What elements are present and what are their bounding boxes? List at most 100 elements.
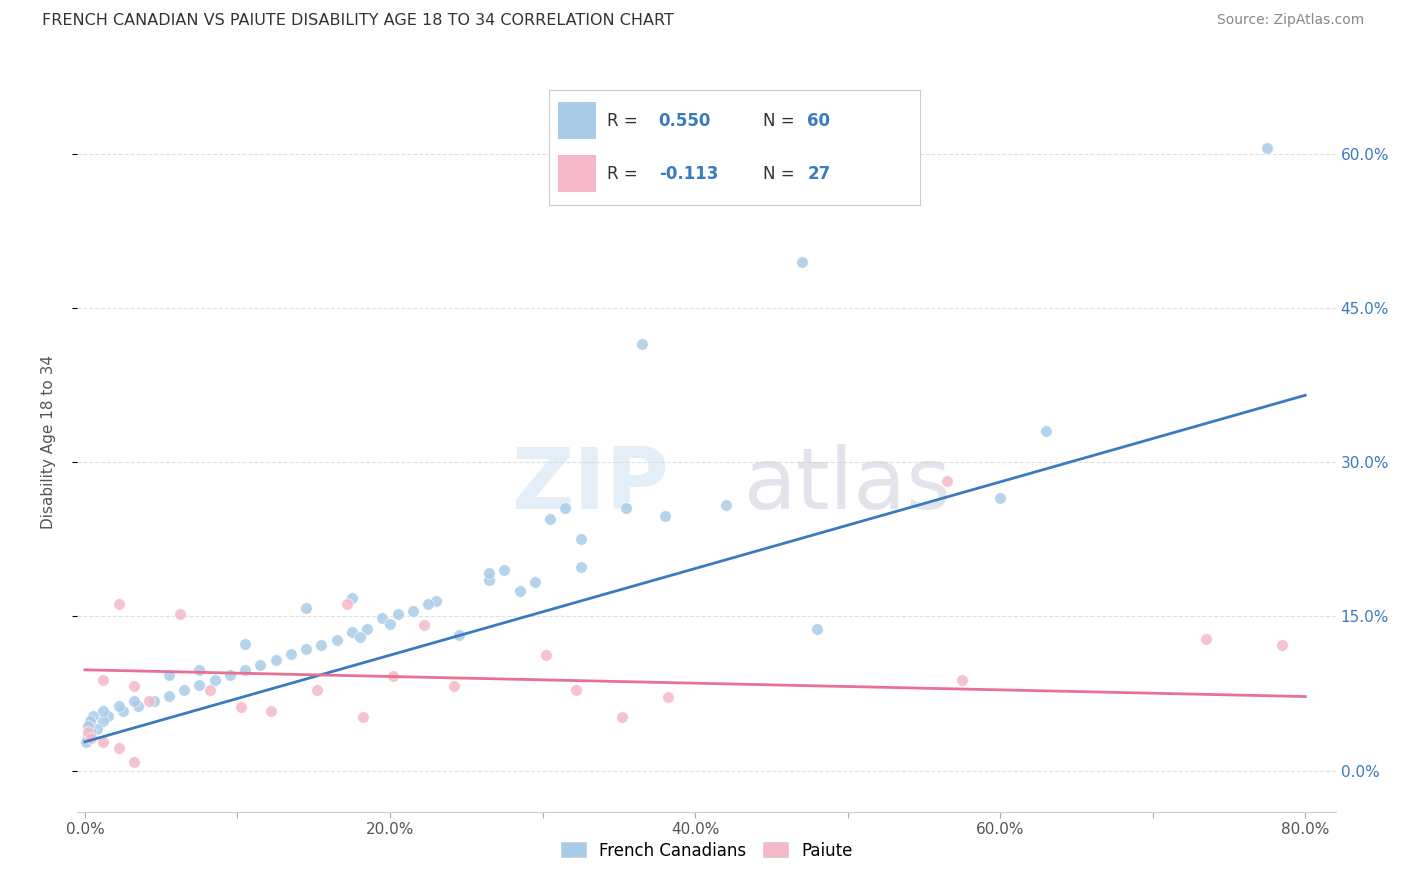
Paiute [80, 731, 103, 745]
French Canadians [157, 689, 180, 703]
Paiute [169, 607, 191, 622]
French Canadians [714, 498, 737, 512]
French Canadians [233, 663, 256, 677]
French Canadians [478, 566, 501, 581]
Bar [558, 155, 596, 192]
Text: 0.550: 0.550 [659, 112, 711, 130]
Paiute [107, 741, 129, 756]
French Canadians [402, 604, 425, 618]
Paiute [198, 683, 221, 698]
French Canadians [204, 673, 226, 687]
Paiute [565, 683, 588, 698]
Paiute [305, 683, 328, 698]
Legend: French Canadians, Paiute: French Canadians, Paiute [554, 835, 859, 866]
French Canadians [295, 642, 318, 657]
Text: 60: 60 [807, 112, 830, 130]
French Canadians [790, 254, 813, 268]
Text: -0.113: -0.113 [659, 165, 718, 183]
Paiute [91, 735, 114, 749]
French Canadians [616, 501, 638, 516]
French Canadians [538, 511, 561, 525]
French Canadians [806, 622, 828, 636]
Paiute [657, 690, 679, 704]
French Canadians [157, 668, 180, 682]
French Canadians [218, 668, 240, 682]
French Canadians [79, 714, 101, 729]
French Canadians [80, 724, 103, 739]
Paiute [138, 694, 160, 708]
French Canadians [97, 709, 120, 723]
French Canadians [509, 583, 531, 598]
French Canadians [554, 501, 576, 516]
Bar [558, 103, 596, 139]
Text: R =: R = [607, 112, 643, 130]
French Canadians [142, 694, 165, 708]
Text: R =: R = [607, 165, 643, 183]
Paiute [352, 710, 374, 724]
French Canadians [82, 709, 104, 723]
French Canadians [325, 632, 347, 647]
Paiute [412, 617, 434, 632]
Paiute [122, 756, 145, 770]
Text: atlas: atlas [744, 444, 952, 527]
French Canadians [349, 630, 371, 644]
Text: ZIP: ZIP [510, 444, 669, 527]
Text: N =: N = [762, 112, 800, 130]
Text: Source: ZipAtlas.com: Source: ZipAtlas.com [1216, 13, 1364, 28]
French Canadians [988, 491, 1011, 505]
French Canadians [371, 611, 394, 625]
French Canadians [264, 652, 287, 666]
French Canadians [387, 607, 409, 622]
Paiute [950, 673, 973, 687]
French Canadians [340, 624, 363, 639]
Paiute [229, 699, 252, 714]
French Canadians [1035, 424, 1057, 438]
Paiute [107, 597, 129, 611]
French Canadians [378, 616, 401, 631]
French Canadians [280, 648, 302, 662]
French Canadians [127, 698, 149, 713]
French Canadians [295, 601, 318, 615]
French Canadians [311, 638, 333, 652]
Paiute [1271, 638, 1294, 652]
Text: 27: 27 [807, 165, 831, 183]
Paiute [534, 648, 557, 663]
French Canadians [76, 735, 98, 749]
French Canadians [122, 694, 145, 708]
French Canadians [188, 663, 211, 677]
Paiute [935, 474, 957, 488]
French Canadians [91, 704, 114, 718]
French Canadians [630, 336, 652, 351]
French Canadians [569, 533, 592, 547]
Paiute [122, 679, 145, 693]
French Canadians [523, 575, 546, 590]
French Canadians [77, 730, 100, 744]
French Canadians [447, 628, 470, 642]
French Canadians [77, 719, 100, 733]
French Canadians [425, 594, 447, 608]
French Canadians [86, 723, 108, 737]
French Canadians [233, 637, 256, 651]
French Canadians [173, 683, 195, 698]
French Canadians [340, 591, 363, 605]
Y-axis label: Disability Age 18 to 34: Disability Age 18 to 34 [42, 354, 56, 529]
French Canadians [478, 574, 501, 588]
Paiute [1195, 632, 1218, 646]
French Canadians [1256, 141, 1278, 155]
French Canadians [188, 678, 211, 692]
French Canadians [356, 622, 378, 636]
Paiute [382, 669, 405, 683]
Paiute [443, 679, 465, 693]
Text: N =: N = [762, 165, 800, 183]
Paiute [610, 710, 633, 724]
Paiute [77, 724, 100, 739]
French Canadians [418, 597, 440, 611]
Paiute [260, 704, 283, 718]
Text: FRENCH CANADIAN VS PAIUTE DISABILITY AGE 18 TO 34 CORRELATION CHART: FRENCH CANADIAN VS PAIUTE DISABILITY AGE… [42, 13, 673, 29]
French Canadians [569, 560, 592, 574]
French Canadians [91, 714, 114, 729]
Paiute [91, 673, 114, 687]
French Canadians [107, 698, 129, 713]
Paiute [336, 597, 359, 611]
French Canadians [112, 704, 135, 718]
